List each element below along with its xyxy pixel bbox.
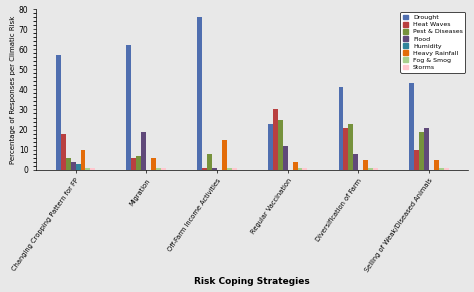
X-axis label: Risk Coping Strategies: Risk Coping Strategies — [194, 277, 310, 286]
Bar — [268, 124, 273, 170]
Bar — [338, 87, 344, 170]
Bar — [273, 110, 278, 170]
Bar — [363, 160, 368, 170]
Bar — [283, 146, 288, 170]
Bar — [66, 158, 71, 170]
Bar — [212, 168, 217, 170]
Bar — [227, 168, 232, 170]
Bar — [197, 17, 202, 170]
Bar — [56, 55, 61, 170]
Bar — [71, 162, 75, 170]
Bar — [424, 128, 429, 170]
Bar — [81, 150, 85, 170]
Bar — [222, 140, 227, 170]
Bar — [85, 168, 91, 170]
Bar — [141, 132, 146, 170]
Bar — [61, 133, 66, 170]
Bar — [127, 45, 131, 170]
Bar — [161, 168, 166, 170]
Bar — [439, 168, 444, 170]
Bar — [292, 162, 298, 170]
Bar — [368, 168, 373, 170]
Bar — [344, 128, 348, 170]
Bar — [444, 168, 449, 170]
Bar — [298, 168, 302, 170]
Bar — [137, 156, 141, 170]
Bar — [348, 124, 354, 170]
Bar — [91, 168, 95, 170]
Legend: Drought, Heat Waves, Pest & Diseases, Flood, Humidity, Heavy Rainfall, Fog & Smo: Drought, Heat Waves, Pest & Diseases, Fl… — [401, 12, 465, 73]
Y-axis label: Percentage of Responses per Climatic Risk: Percentage of Responses per Climatic Ris… — [10, 15, 16, 164]
Bar — [414, 150, 419, 170]
Bar — [156, 168, 161, 170]
Bar — [302, 168, 308, 170]
Bar — [232, 168, 237, 170]
Bar — [354, 154, 358, 170]
Bar — [207, 154, 212, 170]
Bar — [419, 132, 424, 170]
Bar — [434, 160, 439, 170]
Bar — [151, 158, 156, 170]
Bar — [202, 168, 207, 170]
Bar — [409, 84, 414, 170]
Bar — [75, 164, 81, 170]
Bar — [373, 168, 378, 170]
Bar — [278, 119, 283, 170]
Bar — [131, 158, 137, 170]
